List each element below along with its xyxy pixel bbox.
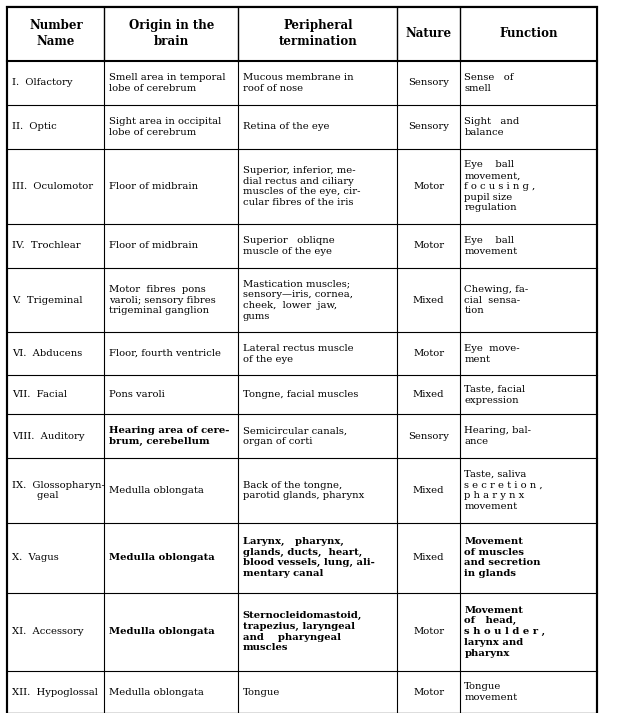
Text: Taste, facial
expression: Taste, facial expression <box>464 385 525 404</box>
Text: IX.  Glossopharyn-
        geal: IX. Glossopharyn- geal <box>12 481 105 501</box>
Text: Tongue: Tongue <box>243 688 280 697</box>
Text: Lateral rectus muscle
of the eye: Lateral rectus muscle of the eye <box>243 344 353 364</box>
Text: VII.  Facial: VII. Facial <box>12 390 67 399</box>
Text: Pons varoli: Pons varoli <box>109 390 165 399</box>
Text: Nature: Nature <box>406 27 452 41</box>
Text: Semicircular canals,
organ of corti: Semicircular canals, organ of corti <box>243 426 347 446</box>
Text: Medulla oblongata: Medulla oblongata <box>109 627 214 636</box>
Text: Larynx,   pharynx,
glands, ducts,  heart,
blood vessels, lung, ali-
mentary cana: Larynx, pharynx, glands, ducts, heart, b… <box>243 537 374 578</box>
Text: Sensory: Sensory <box>408 123 449 131</box>
Text: X.  Vagus: X. Vagus <box>12 553 59 562</box>
Text: Motor: Motor <box>413 627 444 636</box>
Text: Sight   and
balance: Sight and balance <box>464 117 520 137</box>
Text: Motor: Motor <box>413 349 444 358</box>
Text: Superior, inferior, me-
dial rectus and ciliary
muscles of the eye, cir-
cular f: Superior, inferior, me- dial rectus and … <box>243 166 360 207</box>
Text: Hearing, bal-
ance: Hearing, bal- ance <box>464 426 531 446</box>
Text: Motor  fibres  pons
varoli; sensory fibres
trigeminal ganglion: Motor fibres pons varoli; sensory fibres… <box>109 285 215 315</box>
Text: Motor: Motor <box>413 242 444 250</box>
Text: Origin in the
brain: Origin in the brain <box>129 19 214 48</box>
Text: Medulla oblongata: Medulla oblongata <box>109 688 203 697</box>
Text: Superior   obliqne
muscle of the eye: Superior obliqne muscle of the eye <box>243 236 334 256</box>
Text: Mixed: Mixed <box>413 390 444 399</box>
Text: II.  Optic: II. Optic <box>12 123 57 131</box>
Text: Function: Function <box>499 27 558 41</box>
Text: Mixed: Mixed <box>413 553 444 562</box>
Text: Tongne, facial muscles: Tongne, facial muscles <box>243 390 358 399</box>
Text: Floor of midbrain: Floor of midbrain <box>109 182 198 191</box>
Text: Number
Name: Number Name <box>29 19 83 48</box>
Text: Floor of midbrain: Floor of midbrain <box>109 242 198 250</box>
Text: IV.  Trochlear: IV. Trochlear <box>12 242 80 250</box>
Bar <box>7 7 597 61</box>
Text: Mixed: Mixed <box>413 486 444 495</box>
Text: Motor: Motor <box>413 688 444 697</box>
Text: Peripheral
termination: Peripheral termination <box>278 19 358 48</box>
Text: Hearing area of cere-
brum, cerebellum: Hearing area of cere- brum, cerebellum <box>109 426 229 446</box>
Text: Movement
of   head,
s h o u l d e r ,
larynx and
pharynx: Movement of head, s h o u l d e r , lary… <box>464 606 545 657</box>
Text: Sensory: Sensory <box>408 432 449 441</box>
Text: III.  Oculomotor: III. Oculomotor <box>12 182 93 191</box>
Text: XI.  Accessory: XI. Accessory <box>12 627 84 636</box>
Text: Movement
of muscles
and secretion
in glands: Movement of muscles and secretion in gla… <box>464 537 541 578</box>
Text: Taste, saliva
s e c r e t i o n ,
p h a r y n x
movement: Taste, saliva s e c r e t i o n , p h a … <box>464 470 543 511</box>
Text: Sight area in occipital
lobe of cerebrum: Sight area in occipital lobe of cerebrum <box>109 117 221 137</box>
Text: VI.  Abducens: VI. Abducens <box>12 349 82 358</box>
Text: Eye    ball
movement: Eye ball movement <box>464 236 517 256</box>
Text: Mixed: Mixed <box>413 296 444 304</box>
Text: Motor: Motor <box>413 182 444 191</box>
Text: Eye    ball
movement,
f o c u s i n g ,
pupil size
regulation: Eye ball movement, f o c u s i n g , pup… <box>464 160 535 212</box>
Text: Retina of the eye: Retina of the eye <box>243 123 329 131</box>
Text: Chewing, fa-
cial  sensa-
tion: Chewing, fa- cial sensa- tion <box>464 285 529 315</box>
Text: Medulla oblongata: Medulla oblongata <box>109 553 214 562</box>
Text: Eye  move-
ment: Eye move- ment <box>464 344 520 364</box>
Text: Sensory: Sensory <box>408 78 449 87</box>
Text: Mastication muscles;
sensory—iris, cornea,
cheek,  lower  jaw,
gums: Mastication muscles; sensory—iris, corne… <box>243 279 353 321</box>
Text: Smell area in temporal
lobe of cerebrum: Smell area in temporal lobe of cerebrum <box>109 73 225 93</box>
Text: I.  Olfactory: I. Olfactory <box>12 78 72 87</box>
Text: V.  Trigeminal: V. Trigeminal <box>12 296 82 304</box>
Text: XII.  Hypoglossal: XII. Hypoglossal <box>12 688 98 697</box>
Text: VIII.  Auditory: VIII. Auditory <box>12 432 84 441</box>
Text: Tongue
movement: Tongue movement <box>464 682 517 702</box>
Text: Sense   of
smell: Sense of smell <box>464 73 514 93</box>
Text: Floor, fourth ventricle: Floor, fourth ventricle <box>109 349 220 358</box>
Text: Back of the tongne,
parotid glands, pharynx: Back of the tongne, parotid glands, phar… <box>243 481 364 501</box>
Text: Sternocleidomastoid,
trapezius, laryngeal
and    pharyngeal
muscles: Sternocleidomastoid, trapezius, laryngea… <box>243 611 362 652</box>
Text: Medulla oblongata: Medulla oblongata <box>109 486 203 495</box>
Text: Mucous membrane in
roof of nose: Mucous membrane in roof of nose <box>243 73 353 93</box>
